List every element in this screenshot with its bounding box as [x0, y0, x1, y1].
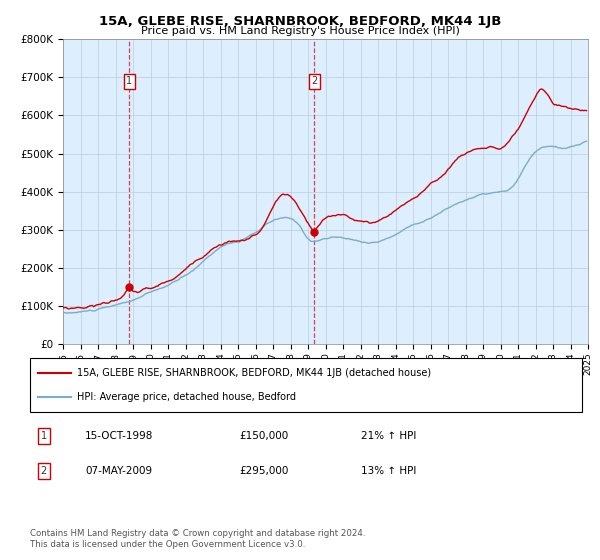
- Text: £150,000: £150,000: [240, 431, 289, 441]
- Text: 1: 1: [41, 431, 47, 441]
- Text: 2: 2: [41, 466, 47, 476]
- Text: 1: 1: [126, 76, 133, 86]
- Text: 15A, GLEBE RISE, SHARNBROOK, BEDFORD, MK44 1JB: 15A, GLEBE RISE, SHARNBROOK, BEDFORD, MK…: [99, 15, 501, 27]
- Text: 15A, GLEBE RISE, SHARNBROOK, BEDFORD, MK44 1JB (detached house): 15A, GLEBE RISE, SHARNBROOK, BEDFORD, MK…: [77, 368, 431, 379]
- FancyBboxPatch shape: [30, 358, 582, 412]
- Text: 15-OCT-1998: 15-OCT-1998: [85, 431, 154, 441]
- Text: 13% ↑ HPI: 13% ↑ HPI: [361, 466, 416, 476]
- Text: 2: 2: [311, 76, 317, 86]
- Text: Price paid vs. HM Land Registry's House Price Index (HPI): Price paid vs. HM Land Registry's House …: [140, 26, 460, 36]
- Text: 07-MAY-2009: 07-MAY-2009: [85, 466, 152, 476]
- Text: £295,000: £295,000: [240, 466, 289, 476]
- Text: HPI: Average price, detached house, Bedford: HPI: Average price, detached house, Bedf…: [77, 391, 296, 402]
- Text: Contains HM Land Registry data © Crown copyright and database right 2024.
This d: Contains HM Land Registry data © Crown c…: [30, 529, 365, 549]
- Text: 21% ↑ HPI: 21% ↑ HPI: [361, 431, 416, 441]
